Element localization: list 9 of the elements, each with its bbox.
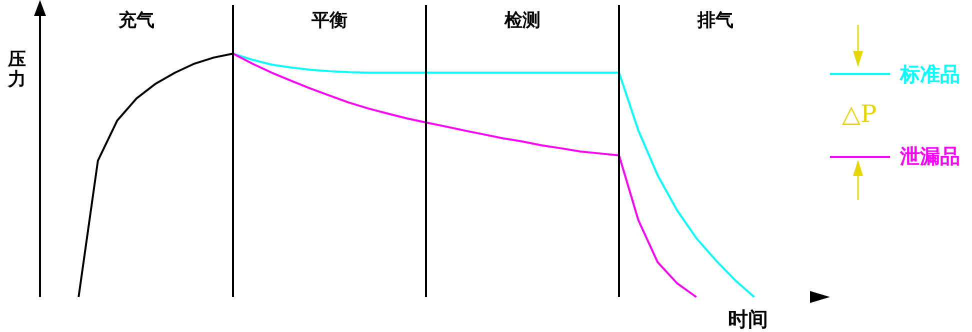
legend-label: 泄漏品: [900, 143, 960, 170]
text: 排气: [696, 9, 734, 32]
text: △P: [842, 100, 877, 128]
x-axis-title: 时间: [728, 306, 768, 332]
legend-label: 标准品: [900, 60, 960, 88]
y-axis-title: 压力: [8, 49, 26, 90]
text: 检测: [503, 9, 542, 32]
text: 充气: [118, 9, 156, 32]
text: 平衡: [310, 9, 348, 32]
